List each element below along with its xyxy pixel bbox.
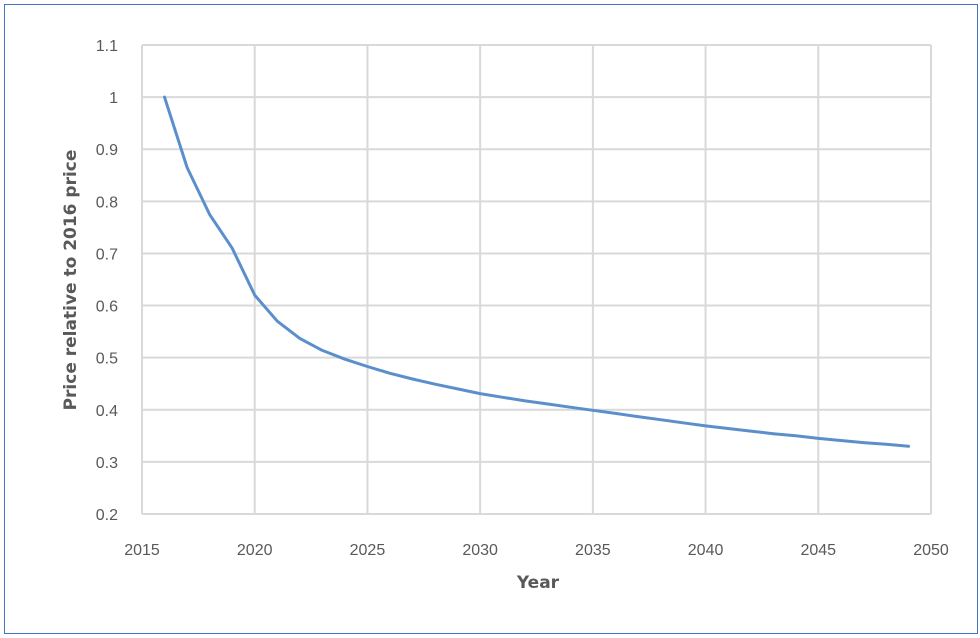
- x-axis-tick-labels: 2015 2020 2025 2030 2035 2040 2045 2050: [124, 542, 949, 559]
- y-tick-label: 0.6: [96, 299, 118, 316]
- x-tick-label: 2035: [575, 542, 611, 559]
- y-tick-label: 0.9: [96, 142, 118, 159]
- x-tick-label: 2025: [350, 542, 386, 559]
- x-tick-label: 2015: [124, 542, 160, 559]
- series-layer: [163, 95, 910, 448]
- y-axis-title: Price relative to 2016 price: [61, 150, 81, 411]
- x-tick-label: 2050: [913, 542, 949, 559]
- x-tick-label: 2030: [462, 542, 498, 559]
- y-tick-label: 0.4: [96, 403, 118, 420]
- y-tick-label: 0.8: [96, 194, 118, 211]
- y-tick-label: 0.3: [96, 455, 118, 472]
- x-axis-title: Year: [516, 573, 560, 593]
- y-tick-label: 1.1: [96, 38, 118, 55]
- series-line: [163, 95, 910, 448]
- x-tick-label: 2045: [800, 542, 836, 559]
- y-tick-label: 1: [109, 90, 118, 107]
- x-tick-label: 2020: [237, 542, 273, 559]
- y-axis-tick-labels: 0.2 0.3 0.4 0.5 0.6 0.7 0.8 0.9 1 1.1: [96, 38, 118, 524]
- gridlines: [141, 44, 932, 515]
- y-tick-label: 0.2: [96, 507, 118, 524]
- y-tick-label: 0.7: [96, 246, 118, 263]
- y-tick-label: 0.5: [96, 351, 118, 368]
- x-tick-label: 2040: [688, 542, 724, 559]
- chart-frame: [4, 4, 978, 634]
